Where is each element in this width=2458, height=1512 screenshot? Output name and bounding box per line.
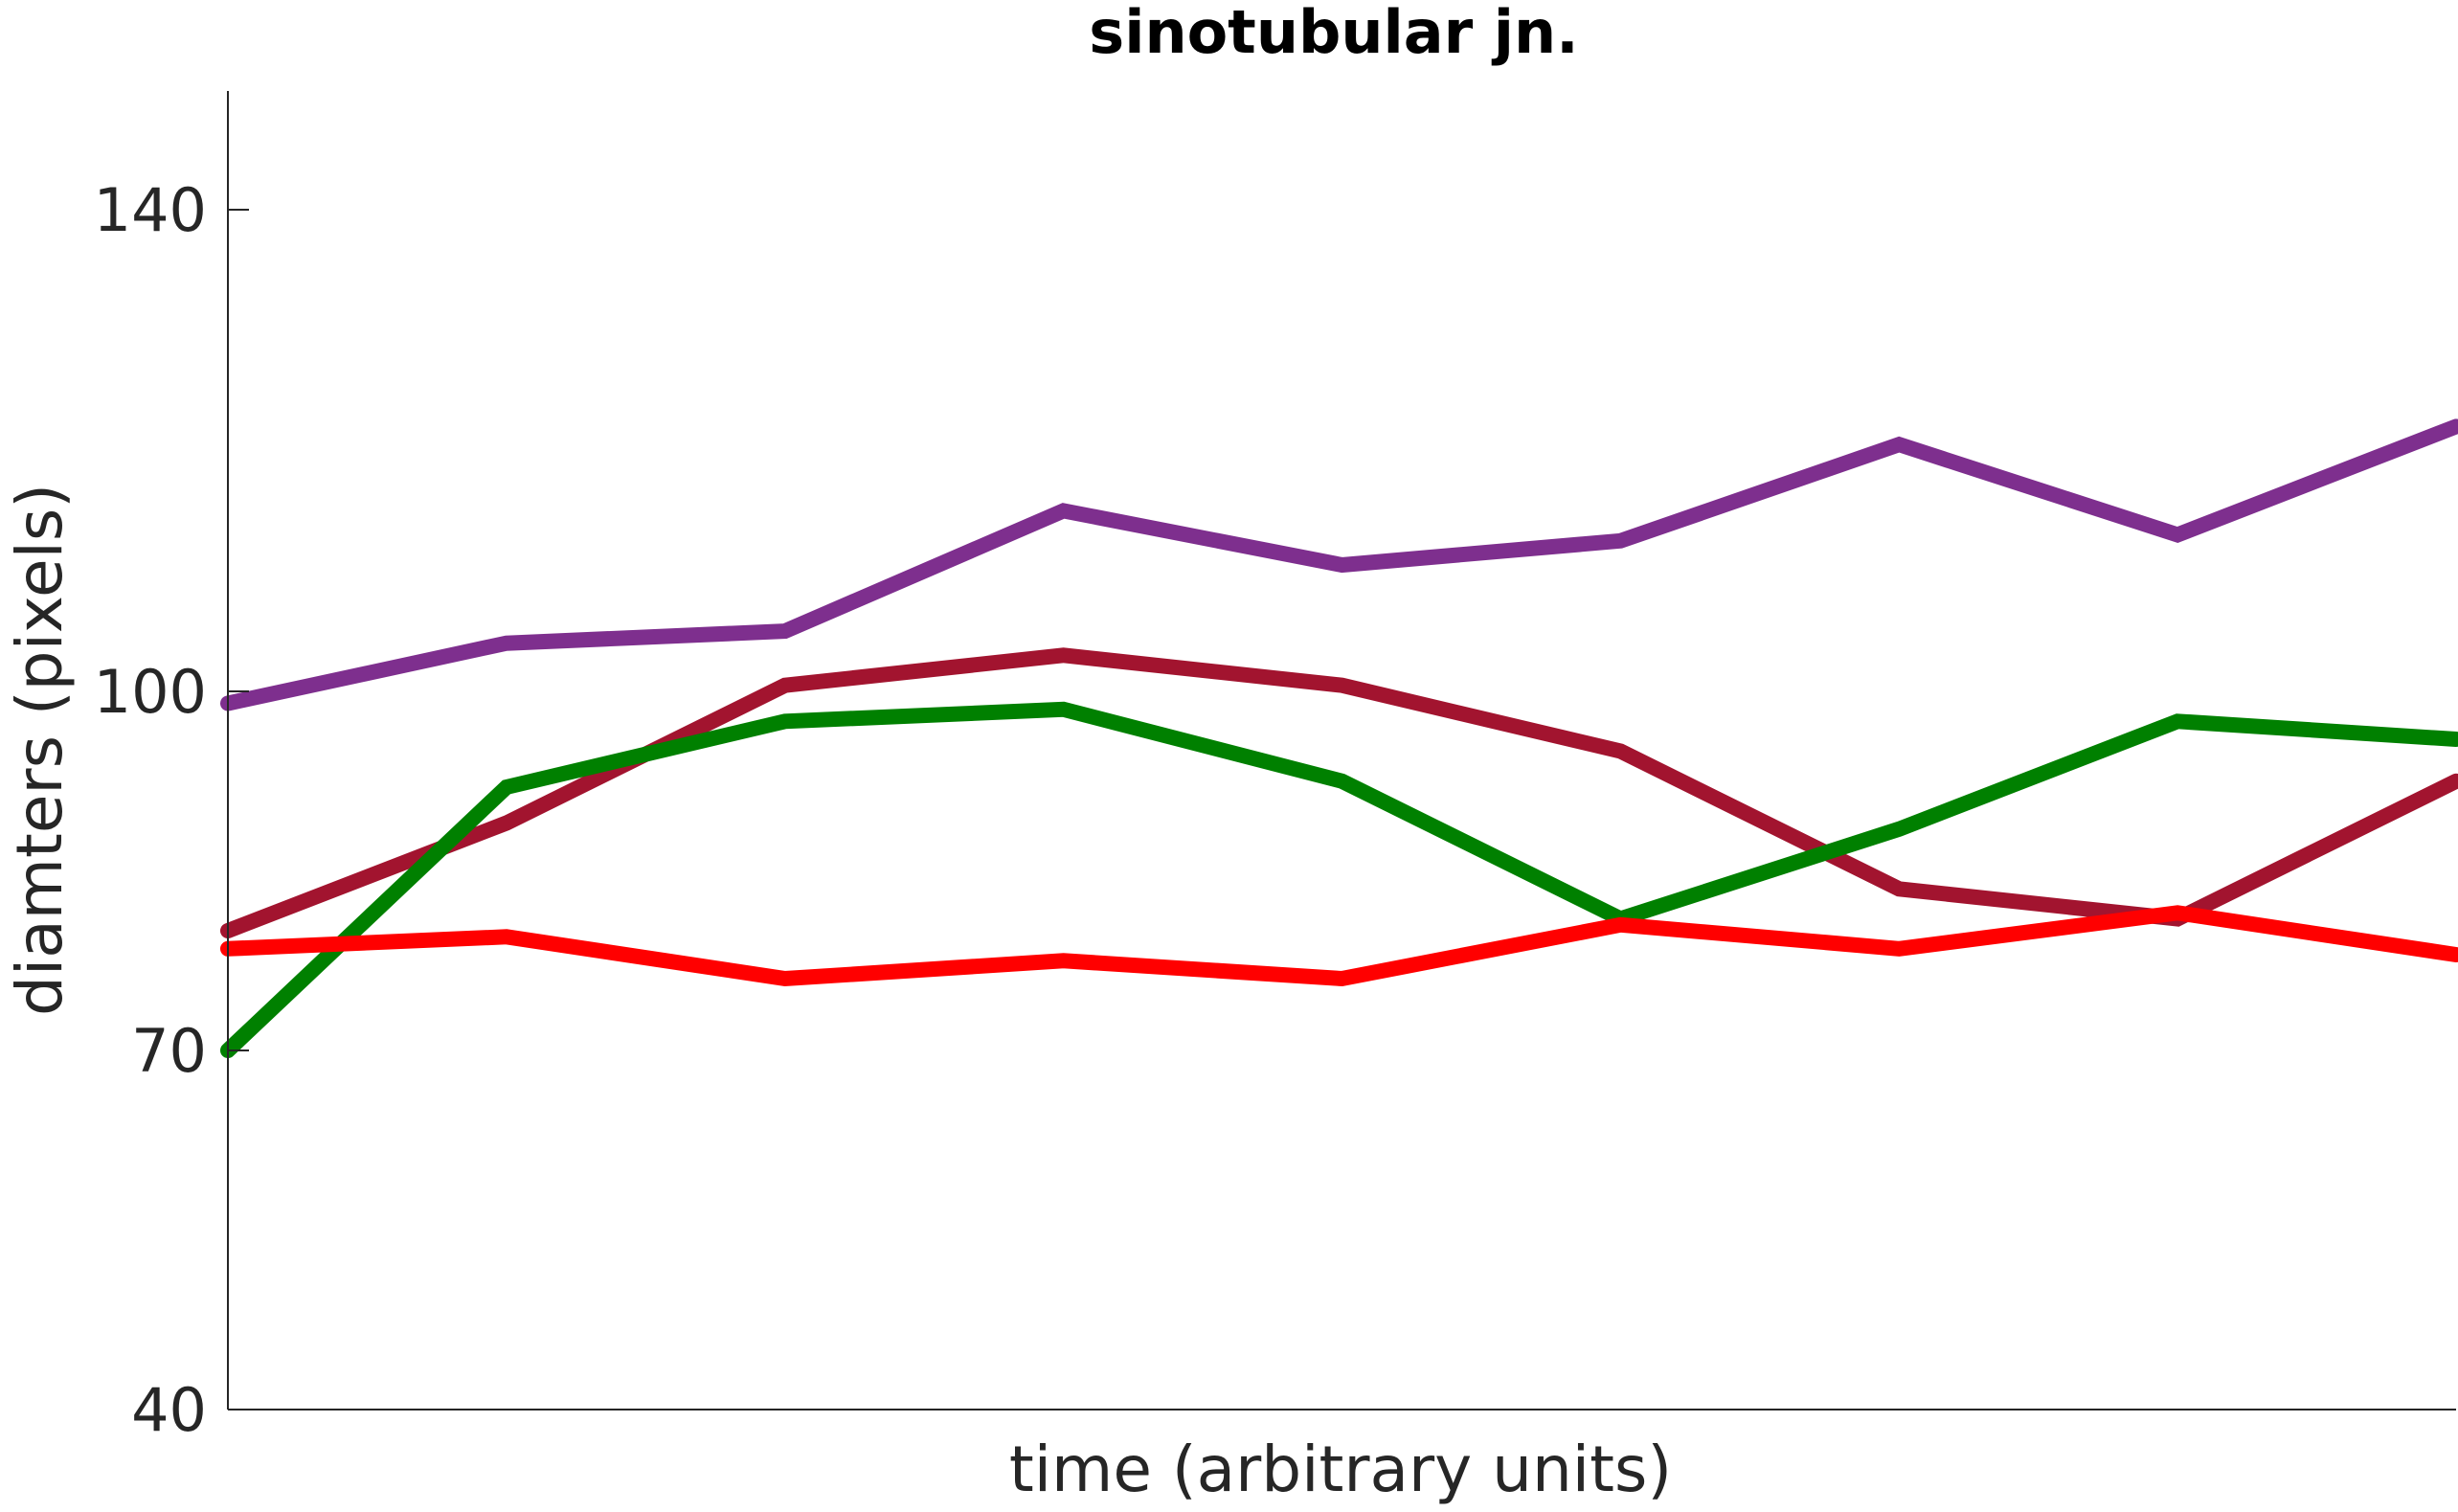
y-tick-label: 100 [94,657,207,727]
series-line-1 [220,418,2458,711]
y-tick-label: 70 [131,1016,207,1086]
y-tick-layer: 40 70 100 140 [94,175,249,1445]
chart-title: sinotubular jn. [1089,0,1578,67]
x-axis-label: time (arbitrary units) [1009,1433,1672,1506]
series-line-2 [220,647,2458,938]
series-line-4 [220,905,2458,987]
series-line-3 [220,701,2458,1058]
y-tick-label: 140 [94,175,207,245]
y-tick-label: 40 [131,1375,207,1445]
y-axis-label: diamters (pixels) [3,484,77,1016]
series-layer [220,418,2458,1058]
